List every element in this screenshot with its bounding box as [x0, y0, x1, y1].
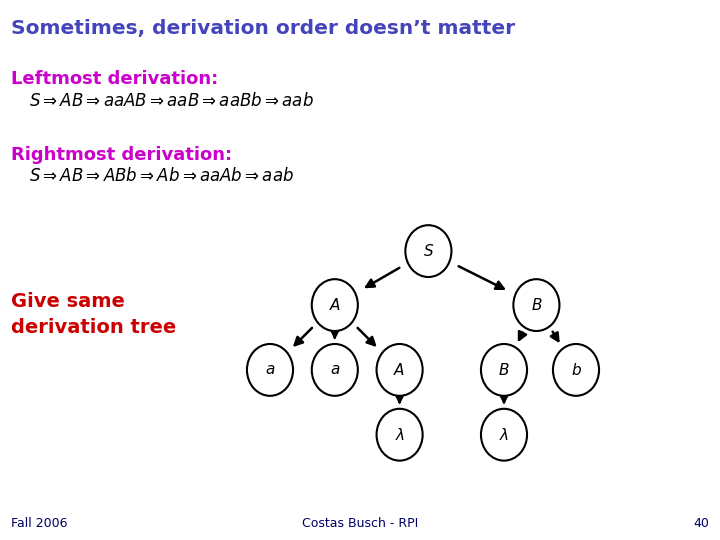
Ellipse shape: [247, 344, 293, 396]
Text: Fall 2006: Fall 2006: [11, 517, 67, 530]
Text: Sometimes, derivation order doesn’t matter: Sometimes, derivation order doesn’t matt…: [11, 19, 515, 38]
Text: $\mathit{B}$: $\mathit{B}$: [531, 297, 542, 313]
Text: $\mathit{A}$: $\mathit{A}$: [394, 362, 405, 378]
Text: $\mathit{S}$: $\mathit{S}$: [423, 243, 434, 259]
Ellipse shape: [377, 344, 423, 396]
Text: Give same
derivation tree: Give same derivation tree: [11, 292, 176, 337]
Text: $\mathit{A}$: $\mathit{A}$: [329, 297, 341, 313]
Text: $\mathit{a}$: $\mathit{a}$: [330, 362, 340, 377]
Text: Costas Busch - RPI: Costas Busch - RPI: [302, 517, 418, 530]
Text: $\mathit{b}$: $\mathit{b}$: [570, 362, 582, 378]
Text: $\lambda$: $\lambda$: [499, 427, 509, 443]
Text: $\mathit{a}$: $\mathit{a}$: [265, 362, 275, 377]
Ellipse shape: [312, 279, 358, 331]
Ellipse shape: [405, 225, 451, 277]
Ellipse shape: [513, 279, 559, 331]
Ellipse shape: [312, 344, 358, 396]
Ellipse shape: [377, 409, 423, 461]
Text: Leftmost derivation:: Leftmost derivation:: [11, 70, 218, 88]
Text: $\lambda$: $\lambda$: [395, 427, 405, 443]
Text: Rightmost derivation:: Rightmost derivation:: [11, 146, 232, 164]
Text: $S \Rightarrow AB \Rightarrow ABb \Rightarrow Ab \Rightarrow aaAb \Rightarrow aa: $S \Rightarrow AB \Rightarrow ABb \Right…: [29, 167, 294, 185]
Text: $\mathit{B}$: $\mathit{B}$: [498, 362, 510, 378]
Ellipse shape: [481, 409, 527, 461]
Text: $S \Rightarrow AB \Rightarrow aaAB \Rightarrow aaB \Rightarrow aaBb \Rightarrow : $S \Rightarrow AB \Rightarrow aaAB \Righ…: [29, 92, 314, 110]
Ellipse shape: [553, 344, 599, 396]
Ellipse shape: [481, 344, 527, 396]
Text: 40: 40: [693, 517, 709, 530]
